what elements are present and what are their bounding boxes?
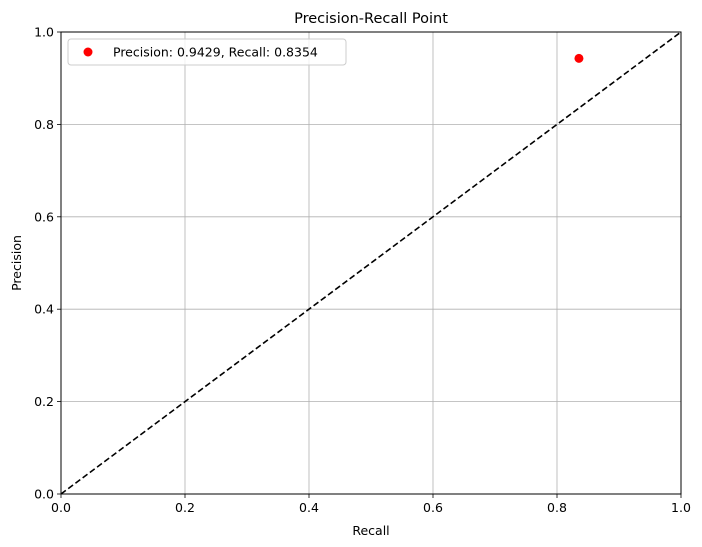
legend-marker [83, 47, 93, 57]
y-tick-label: 0.0 [34, 487, 54, 502]
x-tick-label: 0.4 [299, 500, 319, 515]
y-axis-label: Precision [9, 235, 24, 291]
chart-title: Precision-Recall Point [294, 11, 448, 27]
x-tick-label: 0.8 [547, 500, 567, 515]
legend: Precision: 0.9429, Recall: 0.8354 [67, 38, 347, 66]
legend-entry-label: Precision: 0.9429, Recall: 0.8354 [113, 45, 318, 60]
data-points [574, 53, 584, 63]
y-tick-label: 1.0 [34, 25, 54, 40]
y-tick-label: 0.6 [34, 209, 54, 224]
x-tick-label: 0.0 [51, 500, 71, 515]
x-axis-ticks: 0.0 0.2 0.4 0.6 0.8 1.0 [51, 494, 691, 515]
y-tick-label: 0.2 [34, 394, 54, 409]
x-tick-label: 0.6 [423, 500, 443, 515]
y-tick-label: 0.8 [34, 117, 54, 132]
x-tick-label: 0.2 [175, 500, 195, 515]
plot-frame [60, 31, 682, 495]
data-point [574, 53, 584, 63]
x-axis-label: Recall [352, 523, 389, 538]
legend-box [67, 38, 347, 66]
y-tick-label: 0.4 [34, 302, 54, 317]
x-tick-label: 1.0 [671, 500, 691, 515]
diagonal-reference-line [60, 31, 682, 495]
y-axis-ticks: 0.0 0.2 0.4 0.6 0.8 1.0 [34, 25, 61, 502]
